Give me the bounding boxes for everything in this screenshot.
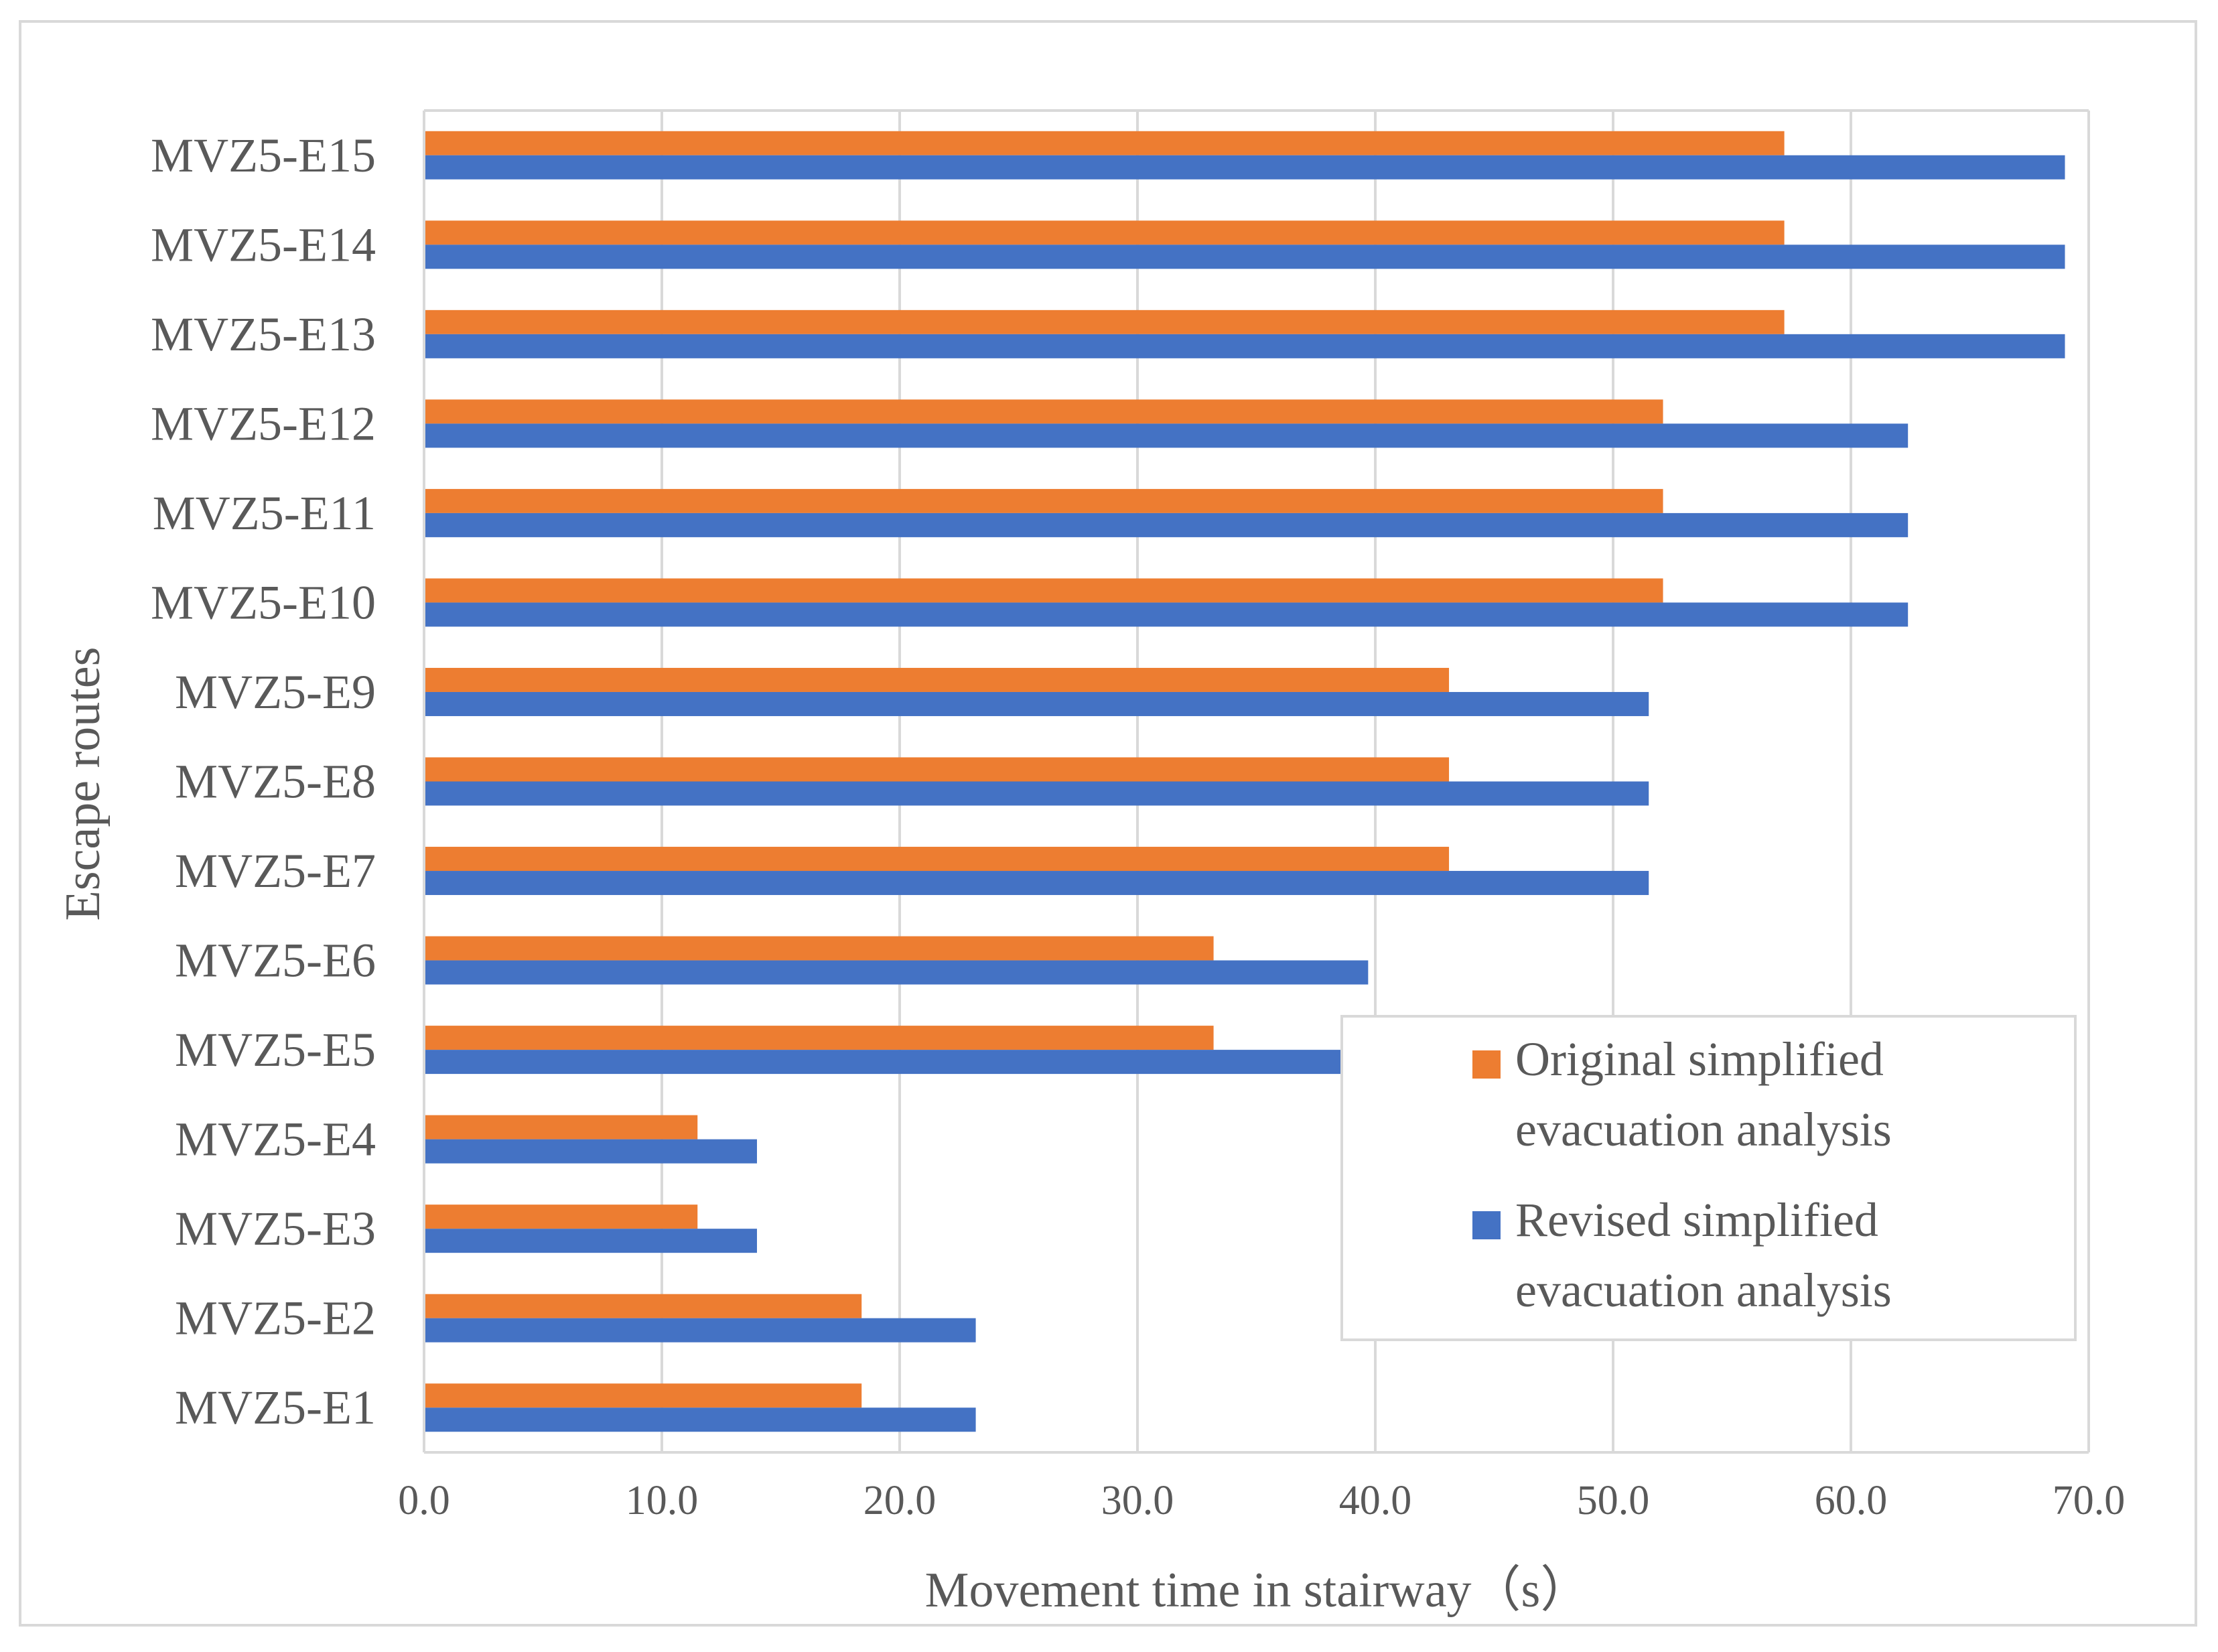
x-tick-label: 0.0 bbox=[398, 1478, 450, 1523]
x-tick-label: 30.0 bbox=[1101, 1478, 1174, 1523]
y-tick-label: MVZ5-E15 bbox=[151, 129, 376, 182]
bar-revised bbox=[424, 871, 1649, 896]
y-tick-label: MVZ5-E10 bbox=[151, 575, 376, 629]
legend-swatch-original bbox=[1472, 1050, 1501, 1079]
y-tick-label: MVZ5-E1 bbox=[175, 1381, 376, 1434]
bar-revised bbox=[424, 960, 1369, 985]
bar-original bbox=[424, 757, 1450, 782]
bar-revised bbox=[424, 334, 2065, 358]
x-tick-label: 70.0 bbox=[2053, 1478, 2126, 1523]
x-axis-title: Movement time in stairway（s） bbox=[925, 1563, 1590, 1618]
bar-layer bbox=[424, 131, 2065, 1432]
y-tick-label: MVZ5-E14 bbox=[151, 218, 376, 271]
bar-revised bbox=[424, 155, 2065, 180]
y-tick-label: MVZ5-E7 bbox=[175, 844, 376, 898]
legend-label-revised-line2: evacuation analysis bbox=[1515, 1263, 1892, 1317]
bar-revised bbox=[424, 423, 1909, 448]
bar-revised bbox=[424, 1050, 1369, 1075]
bar-original bbox=[424, 1115, 698, 1140]
bar-original bbox=[424, 220, 1785, 245]
y-tick-label: MVZ5-E6 bbox=[175, 934, 376, 987]
bar-revised bbox=[424, 245, 2065, 269]
y-tick-label: MVZ5-E9 bbox=[175, 665, 376, 719]
bar-revised bbox=[424, 512, 1909, 537]
bar-revised bbox=[424, 1229, 757, 1253]
legend-label-original-line2: evacuation analysis bbox=[1515, 1103, 1892, 1156]
y-tick-label: MVZ5-E5 bbox=[175, 1023, 376, 1077]
y-tick-label: MVZ5-E8 bbox=[175, 755, 376, 809]
chart-frame bbox=[19, 20, 2197, 1627]
bar-revised bbox=[424, 1318, 976, 1343]
bar-original bbox=[424, 399, 1663, 424]
bar-original bbox=[424, 131, 1785, 155]
legend-label-original-line1: Original simplified bbox=[1515, 1032, 1884, 1086]
bar-original bbox=[424, 488, 1663, 513]
label-layer: 0.0 10.0 20.0 30.0 40.0 50.0 60.0 70.0 MVZ5-E1 MV… bbox=[151, 129, 2125, 1523]
bar-original bbox=[424, 1026, 1214, 1050]
x-tick-label: 10.0 bbox=[626, 1478, 699, 1523]
bar-revised bbox=[424, 1407, 976, 1432]
legend-label-revised-line1: Revised simplified bbox=[1515, 1193, 1878, 1247]
x-tick-label: 50.0 bbox=[1577, 1478, 1650, 1523]
legend-swatch-revised bbox=[1472, 1211, 1501, 1239]
legend: Original simplified evacuation analysis … bbox=[1340, 1015, 2077, 1341]
bar-original bbox=[424, 1383, 862, 1408]
bar-original bbox=[424, 667, 1450, 692]
y-tick-label: MVZ5-E11 bbox=[153, 486, 376, 540]
y-tick-label: MVZ5-E2 bbox=[175, 1292, 376, 1345]
axis-layer bbox=[423, 109, 2089, 1454]
y-tick-label: MVZ5-E4 bbox=[175, 1113, 376, 1166]
x-tick-label: 40.0 bbox=[1339, 1478, 1412, 1523]
y-axis-title: Escape routes bbox=[56, 647, 111, 921]
y-tick-label: MVZ5-E13 bbox=[151, 307, 376, 361]
x-tick-label: 60.0 bbox=[1815, 1478, 1888, 1523]
bar-revised bbox=[424, 691, 1649, 716]
legend-box bbox=[1340, 1015, 2077, 1341]
bar-original bbox=[424, 1204, 698, 1229]
y-tick-label: MVZ5-E3 bbox=[175, 1202, 376, 1255]
bar-original bbox=[424, 578, 1663, 603]
bar-original bbox=[424, 936, 1214, 961]
bar-revised bbox=[424, 1139, 757, 1164]
bar-revised bbox=[424, 781, 1649, 806]
x-tick-label: 20.0 bbox=[863, 1478, 937, 1523]
y-tick-label: MVZ5-E12 bbox=[151, 397, 376, 450]
bar-revised bbox=[424, 602, 1909, 627]
bar-original bbox=[424, 309, 1785, 334]
bar-original bbox=[424, 1294, 862, 1318]
bar-original bbox=[424, 847, 1450, 872]
